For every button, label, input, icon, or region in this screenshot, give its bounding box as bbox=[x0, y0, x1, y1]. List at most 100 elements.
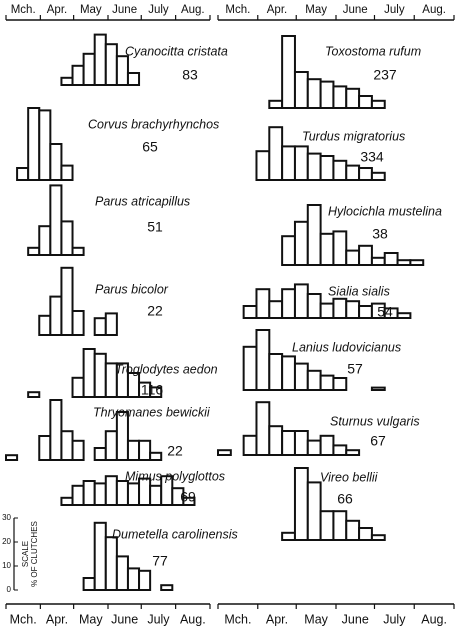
bar bbox=[370, 171, 386, 182]
bar bbox=[16, 167, 30, 181]
month-label: Apr. bbox=[266, 612, 288, 626]
bar bbox=[306, 369, 322, 391]
bar bbox=[281, 235, 296, 266]
bar bbox=[71, 246, 85, 257]
bar bbox=[306, 293, 322, 319]
bar bbox=[293, 467, 309, 541]
bar bbox=[182, 496, 196, 506]
month-label: Aug. bbox=[421, 612, 447, 626]
bar bbox=[281, 288, 296, 320]
bar bbox=[49, 184, 63, 256]
month-label: June bbox=[343, 4, 368, 16]
scale-unit: % OF CLUTCHES bbox=[30, 521, 39, 587]
species-name: Parus atricapillus bbox=[95, 194, 190, 208]
bar bbox=[242, 345, 258, 391]
bar bbox=[332, 377, 348, 391]
bar bbox=[345, 519, 361, 541]
bar bbox=[49, 295, 63, 337]
sample-size: 22 bbox=[167, 443, 183, 459]
bar bbox=[396, 312, 412, 320]
bar bbox=[319, 434, 335, 456]
bar bbox=[27, 107, 41, 181]
sample-size: 69 bbox=[180, 489, 196, 505]
species-name: Corvus brachyrhynchos bbox=[88, 117, 219, 131]
species-name: Sturnus vulgaris bbox=[330, 414, 420, 428]
scale-label: SCALE bbox=[21, 541, 30, 567]
bar bbox=[293, 220, 309, 267]
species-name: Hylocichla mustelina bbox=[328, 204, 442, 218]
month-label: June bbox=[342, 612, 369, 626]
bar bbox=[71, 439, 85, 461]
month-label: Aug. bbox=[180, 612, 206, 626]
bar bbox=[370, 534, 386, 542]
bar bbox=[319, 302, 335, 320]
bar bbox=[217, 449, 232, 457]
bar bbox=[242, 305, 258, 319]
bar bbox=[82, 52, 96, 86]
species-name: Mimus polyglottos bbox=[125, 469, 225, 483]
bar bbox=[345, 449, 361, 457]
species-name: Lanius ludovicianus bbox=[292, 340, 401, 354]
bar bbox=[370, 99, 386, 110]
sample-size: 334 bbox=[360, 149, 384, 165]
bar bbox=[358, 95, 373, 109]
bar bbox=[104, 475, 118, 507]
bar bbox=[319, 232, 335, 267]
sample-size: 65 bbox=[142, 139, 158, 155]
bar bbox=[409, 259, 425, 267]
bar bbox=[49, 399, 63, 461]
species-name: Vireo bellii bbox=[320, 470, 379, 484]
bar bbox=[306, 152, 322, 182]
month-label: July bbox=[147, 612, 170, 626]
bar bbox=[319, 510, 335, 542]
bar bbox=[60, 266, 74, 336]
month-label: May bbox=[79, 612, 103, 626]
month-label: Apr. bbox=[267, 4, 287, 16]
scale-tick-label: 10 bbox=[2, 561, 11, 570]
bar bbox=[268, 300, 284, 320]
bar bbox=[345, 249, 361, 267]
bar bbox=[293, 283, 309, 319]
sample-size: 57 bbox=[347, 361, 363, 377]
bar bbox=[332, 297, 348, 319]
bar bbox=[115, 480, 129, 506]
sample-size: 77 bbox=[152, 553, 168, 569]
bar bbox=[332, 159, 348, 182]
bar bbox=[93, 317, 107, 337]
month-label: July bbox=[384, 4, 405, 16]
bar bbox=[255, 288, 271, 320]
month-label: Mch. bbox=[11, 4, 36, 16]
bar bbox=[115, 55, 129, 86]
bar bbox=[104, 536, 118, 592]
sample-size: 116 bbox=[141, 382, 164, 398]
bar bbox=[268, 425, 284, 457]
bar bbox=[255, 150, 271, 181]
bar bbox=[281, 355, 296, 391]
month-label: Apr. bbox=[47, 4, 67, 16]
species-name: Sialia sialis bbox=[328, 284, 390, 298]
sample-size: 67 bbox=[370, 433, 386, 449]
bar bbox=[358, 305, 373, 319]
species-name: Troglodytes aedon bbox=[115, 362, 218, 376]
bar bbox=[345, 164, 361, 182]
month-label: July bbox=[148, 4, 169, 16]
bar bbox=[38, 225, 52, 256]
bar bbox=[49, 143, 63, 181]
bar bbox=[60, 430, 74, 462]
bar bbox=[126, 72, 141, 86]
bar bbox=[149, 451, 163, 461]
month-label: Mch. bbox=[10, 612, 37, 626]
bar bbox=[93, 447, 107, 461]
bar bbox=[281, 35, 296, 109]
bar bbox=[126, 482, 141, 506]
species-name: Turdus migratorius bbox=[302, 129, 405, 143]
bar bbox=[60, 76, 74, 87]
bar bbox=[268, 99, 284, 110]
bar bbox=[332, 444, 348, 456]
month-label: May bbox=[80, 4, 102, 16]
month-label: Aug. bbox=[181, 4, 205, 16]
bar bbox=[319, 155, 335, 181]
bar bbox=[27, 246, 41, 257]
bar bbox=[293, 145, 309, 181]
